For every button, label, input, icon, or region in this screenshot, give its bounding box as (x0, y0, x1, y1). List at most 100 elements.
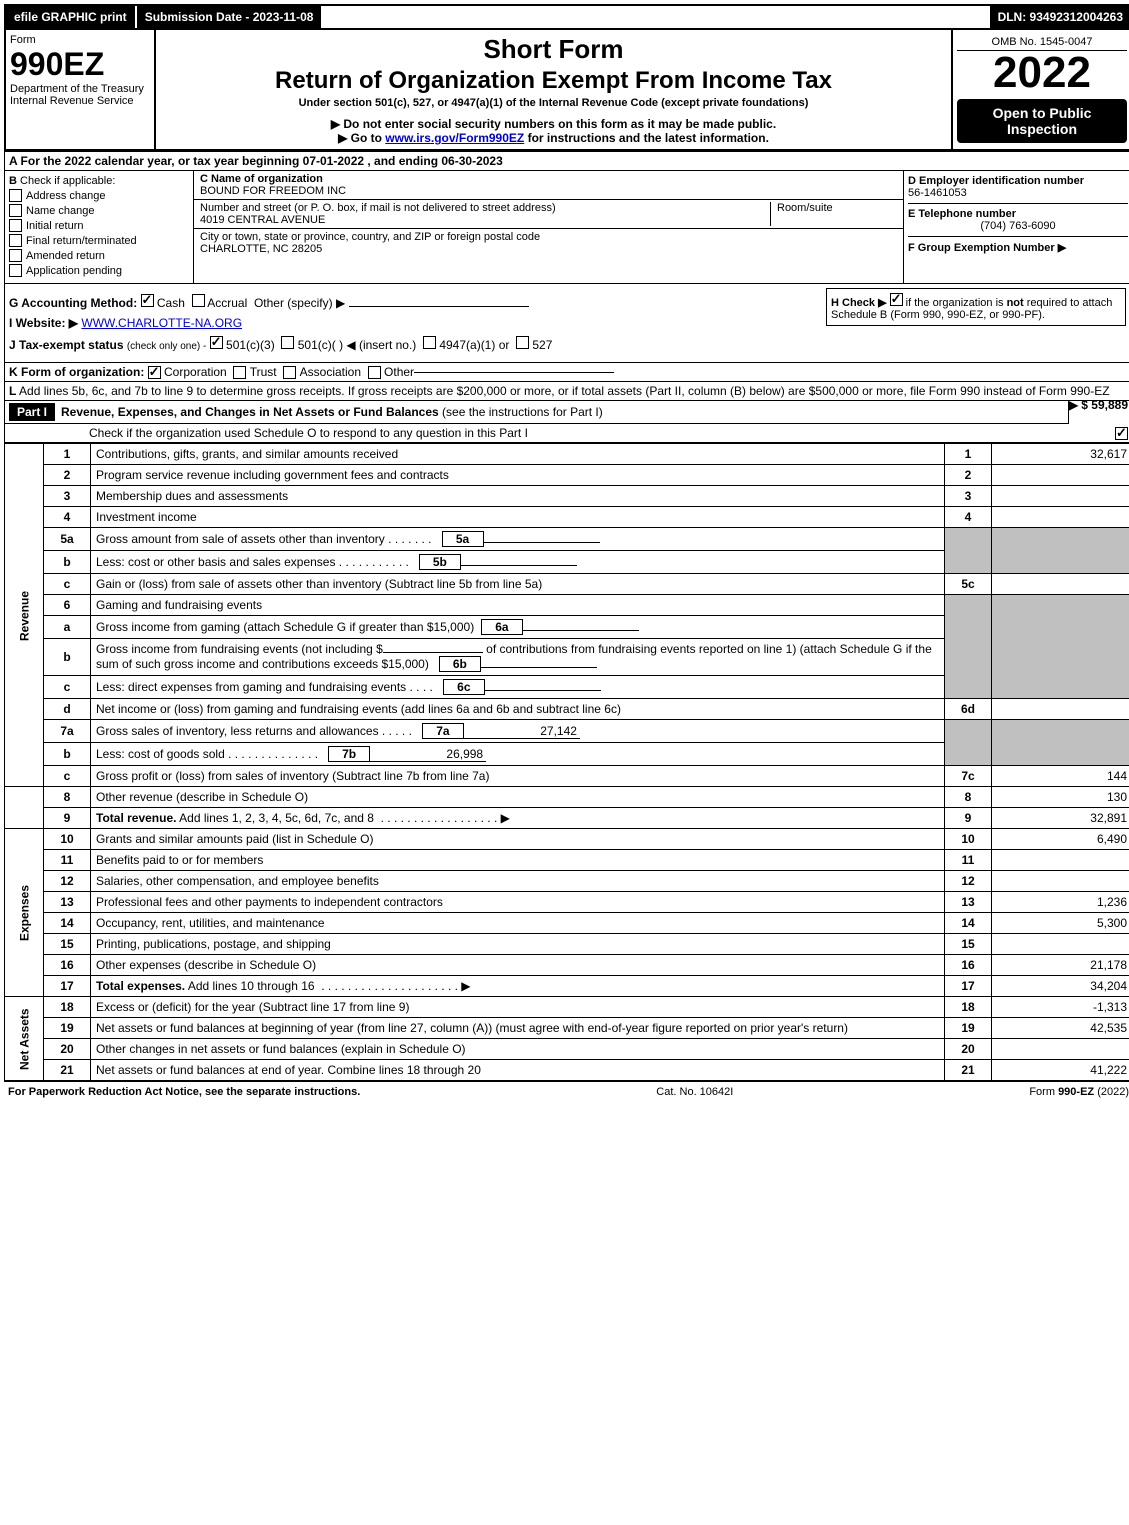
d-label: D Employer identification number (908, 175, 1128, 187)
final-return-checkbox[interactable] (9, 234, 22, 247)
assoc-checkbox[interactable] (283, 366, 296, 379)
do-not-ssn: ▶ Do not enter social security numbers o… (166, 117, 941, 131)
501c-checkbox[interactable] (281, 336, 294, 349)
b-label: B (9, 175, 17, 187)
f-label: F Group Exemption Number ▶ (908, 241, 1128, 254)
part-i-label: Part I (9, 403, 55, 421)
h-box: H Check ▶ if the organization is not req… (826, 288, 1126, 326)
corp-checkbox[interactable] (148, 366, 161, 379)
line-6a-value (523, 630, 639, 631)
line-k: K Form of organization: Corporation Trus… (4, 363, 1129, 382)
l-amount: ▶ $ 59,889 (1069, 398, 1128, 412)
name-change-checkbox[interactable] (9, 204, 22, 217)
line-13-value: 1,236 (992, 892, 1129, 913)
line-j: J Tax-exempt status (check only one) - 5… (9, 336, 1128, 352)
line-4-value (992, 507, 1129, 528)
line-6c-value (485, 690, 601, 691)
line-20-value (992, 1039, 1129, 1060)
top-bar: efile GRAPHIC print Submission Date - 20… (4, 4, 1129, 30)
part-i-check: Check if the organization used Schedule … (4, 424, 1129, 443)
form-header: Form 990EZ Department of the Treasury In… (4, 30, 1129, 151)
line-5c-value (992, 574, 1129, 595)
under-section: Under section 501(c), 527, or 4947(a)(1)… (166, 97, 941, 109)
submission-date: Submission Date - 2023-11-08 (135, 6, 322, 28)
ghijkl-block: H Check ▶ if the organization is not req… (4, 284, 1129, 363)
part-i-title: Revenue, Expenses, and Changes in Net As… (61, 405, 603, 419)
line-16-value: 21,178 (992, 955, 1129, 976)
line-17-value: 34,204 (992, 976, 1129, 997)
expenses-side-label: Expenses (5, 829, 44, 997)
501c3-checkbox[interactable] (210, 336, 223, 349)
line-2-value (992, 465, 1129, 486)
line-l: L Add lines 5b, 6c, and 7b to line 9 to … (4, 382, 1129, 401)
initial-return-checkbox[interactable] (9, 219, 22, 232)
line-21-value: 41,222 (992, 1060, 1129, 1081)
line-6d-value (992, 699, 1129, 720)
line-7c-value: 144 (992, 766, 1129, 787)
line-11-value (992, 850, 1129, 871)
cash-checkbox[interactable] (141, 294, 154, 307)
address-change-checkbox[interactable] (9, 189, 22, 202)
return-title: Return of Organization Exempt From Incom… (166, 67, 941, 95)
amended-return-checkbox[interactable] (9, 249, 22, 262)
paperwork-notice: For Paperwork Reduction Act Notice, see … (8, 1086, 360, 1098)
line-19-value: 42,535 (992, 1018, 1129, 1039)
4947-checkbox[interactable] (423, 336, 436, 349)
org-name: BOUND FOR FREEDOM INC (200, 185, 897, 197)
trust-checkbox[interactable] (233, 366, 246, 379)
h-checkbox[interactable] (890, 293, 903, 306)
app-pending-checkbox[interactable] (9, 264, 22, 277)
part-i-header: Part I Revenue, Expenses, and Changes in… (4, 401, 1069, 424)
website-link[interactable]: WWW.CHARLOTTE-NA.ORG (81, 316, 242, 330)
revenue-side-label: Revenue (5, 444, 44, 787)
irs-link[interactable]: www.irs.gov/Form990EZ (385, 131, 524, 145)
city-label: City or town, state or province, country… (200, 231, 540, 243)
tax-year: 2022 (957, 51, 1127, 95)
line-6b-value (481, 667, 597, 668)
line-5b-value (461, 565, 577, 566)
box-def: D Employer identification number 56-1461… (903, 171, 1129, 283)
box-c: C Name of organization BOUND FOR FREEDOM… (194, 171, 903, 283)
schedule-o-checkbox[interactable] (1115, 427, 1128, 440)
street-label: Number and street (or P. O. box, if mail… (200, 202, 770, 214)
form-number: 990EZ (10, 46, 150, 83)
room-suite-label: Room/suite (770, 202, 897, 226)
section-a: A For the 2022 calendar year, or tax yea… (4, 151, 1129, 171)
ein: 56-1461053 (908, 187, 1128, 199)
line-15-value (992, 934, 1129, 955)
form-ref: Form 990-EZ (2022) (1029, 1086, 1129, 1098)
line-10-value: 6,490 (992, 829, 1129, 850)
part-i-table: Revenue 1 Contributions, gifts, grants, … (4, 443, 1129, 1081)
goto-link[interactable]: ▶ Go to www.irs.gov/Form990EZ for instru… (166, 131, 941, 145)
527-checkbox[interactable] (516, 336, 529, 349)
dln: DLN: 93492312004263 (990, 6, 1129, 28)
line-8-value: 130 (992, 787, 1129, 808)
footer: For Paperwork Reduction Act Notice, see … (4, 1081, 1129, 1102)
dept-treasury: Department of the Treasury (10, 83, 150, 95)
line-18-value: -1,313 (992, 997, 1129, 1018)
l-text: Add lines 5b, 6c, and 7b to line 9 to de… (19, 384, 1110, 398)
form-word: Form (10, 34, 150, 46)
c-label: C Name of organization (200, 173, 897, 185)
line-1-value: 32,617 (992, 444, 1129, 465)
e-label: E Telephone number (908, 208, 1128, 220)
line-12-value (992, 871, 1129, 892)
line-7b-value: 26,998 (370, 747, 486, 762)
line-14-value: 5,300 (992, 913, 1129, 934)
accrual-checkbox[interactable] (192, 294, 205, 307)
phone: (704) 763-6090 (908, 220, 1128, 232)
street-address: 4019 CENTRAL AVENUE (200, 214, 770, 226)
netassets-side-label: Net Assets (5, 997, 44, 1081)
line-5a-value (484, 542, 600, 543)
city-state-zip: CHARLOTTE, NC 28205 (200, 243, 540, 255)
irs-label: Internal Revenue Service (10, 95, 150, 107)
line-7a-value: 27,142 (464, 724, 580, 739)
line-3-value (992, 486, 1129, 507)
open-public: Open to Public Inspection (957, 99, 1127, 143)
efile-label: efile GRAPHIC print (6, 6, 135, 28)
other-checkbox[interactable] (368, 366, 381, 379)
cat-no: Cat. No. 10642I (656, 1086, 733, 1098)
box-b: B Check if applicable: Address change Na… (5, 171, 194, 283)
short-form-title: Short Form (166, 34, 941, 65)
line-9-value: 32,891 (992, 808, 1129, 829)
